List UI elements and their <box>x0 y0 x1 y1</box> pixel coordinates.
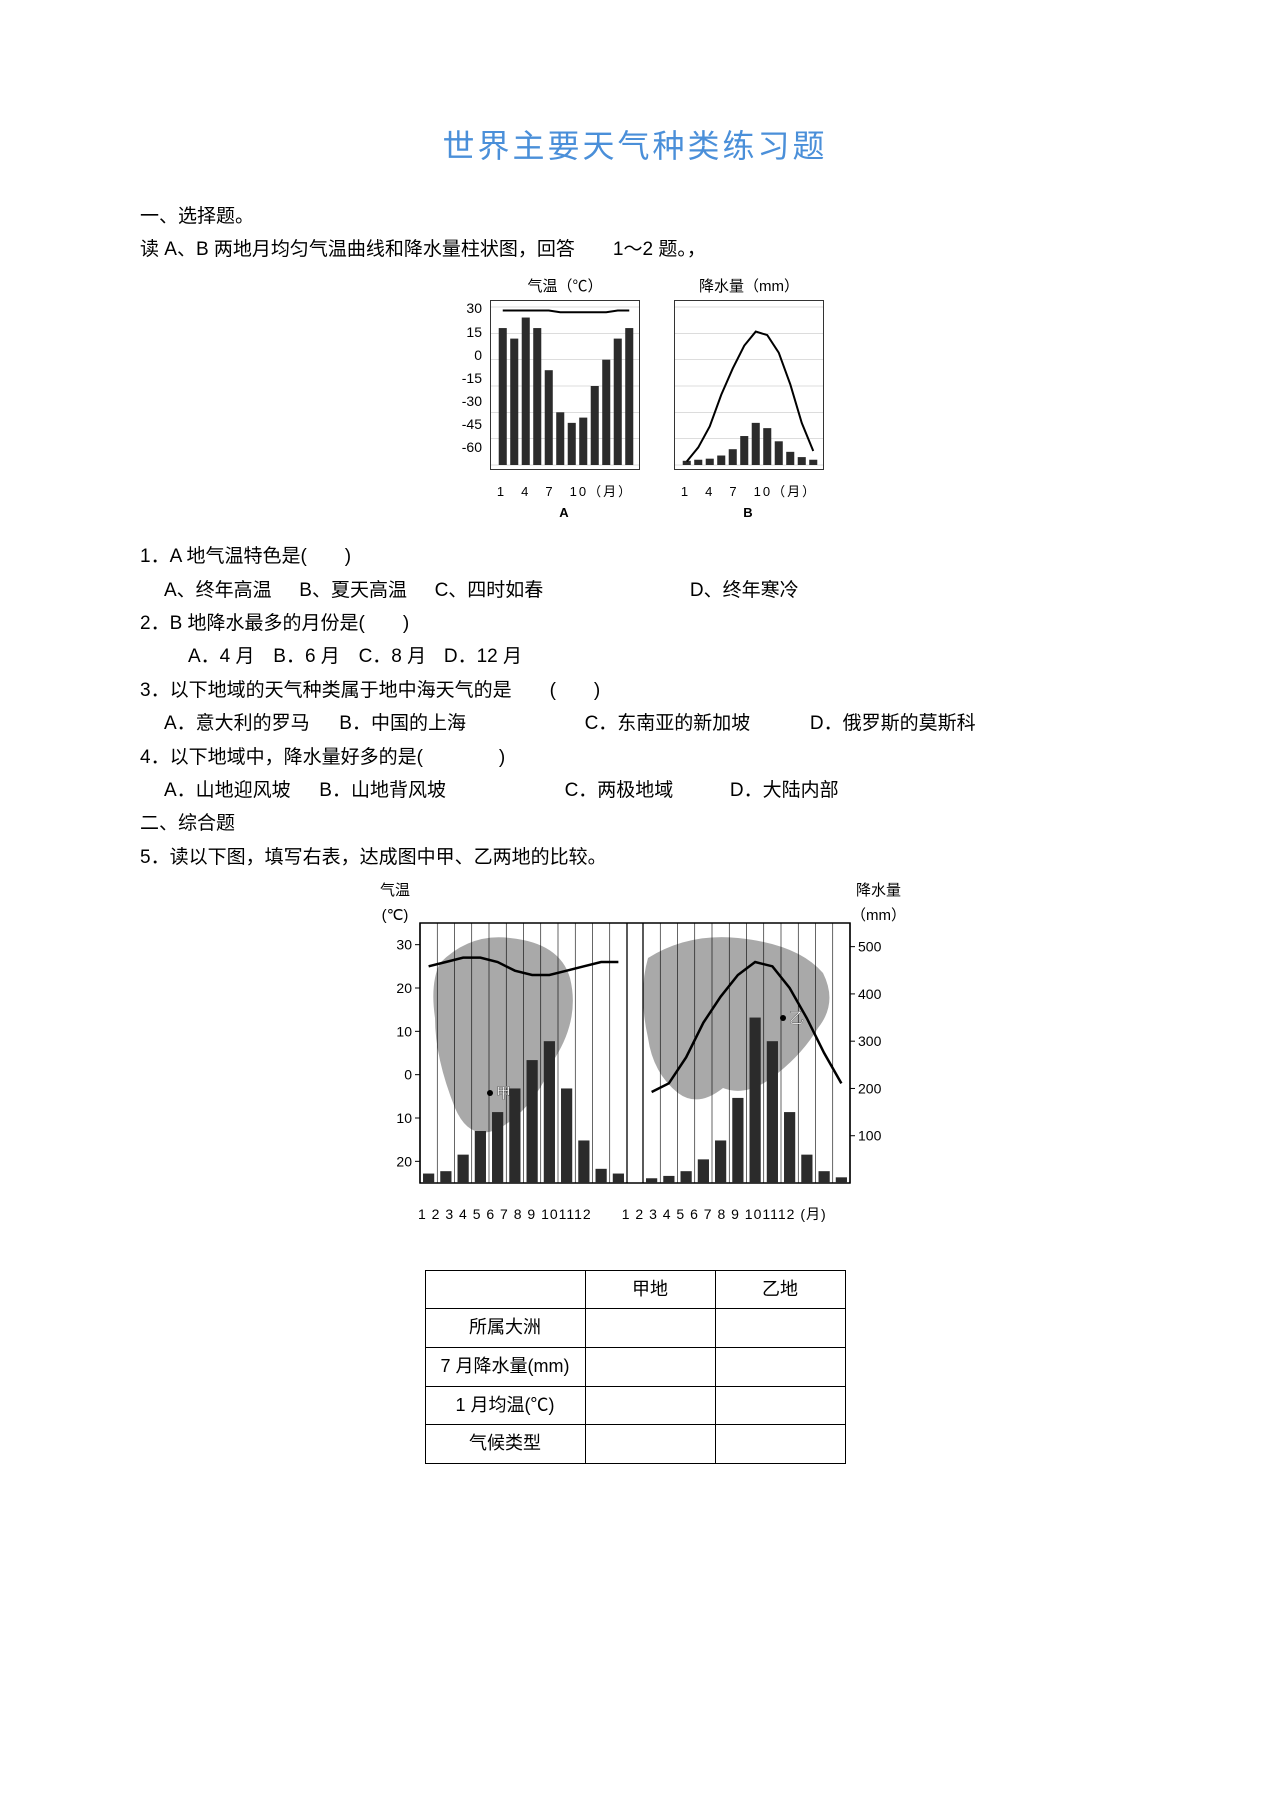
section-2-heading: 二、综合题 <box>140 808 1130 839</box>
q4-stem: 4．以下地域中，降水量好多的是( ) <box>140 742 1130 773</box>
intro-line: 读 A、B 两地月均匀气温曲线和降水量柱状图，回答 1～2 题。， <box>140 234 1130 265</box>
q1-opt-c: C、四时如春 <box>435 575 685 606</box>
chart-b-months: 1 4 7 10（月） <box>674 481 824 502</box>
cell <box>585 1386 715 1425</box>
worksheet-page: 世界主要天气种类练习题 一、选择题。 读 A、B 两地月均匀气温曲线和降水量柱状… <box>140 120 1130 1464</box>
svg-text:400: 400 <box>858 986 882 1002</box>
table-row: 7 月降水量(mm) <box>425 1347 845 1386</box>
ytick: 0 <box>474 344 482 367</box>
table-row: 气候类型 <box>425 1425 845 1464</box>
section-1-heading: 一、选择题。 <box>140 201 1130 232</box>
row-climate-type: 气候类型 <box>425 1425 585 1464</box>
svg-text:20: 20 <box>396 980 412 996</box>
chart2-temp-label: 气温 (℃) <box>380 879 410 929</box>
q4-opt-b: B．山地背风坡 <box>319 775 559 806</box>
svg-text:300: 300 <box>858 1033 882 1049</box>
ytick: -45 <box>462 413 482 436</box>
row-jan-temp: 1 月均温(℃) <box>425 1386 585 1425</box>
chart2-months: 1 2 3 4 5 6 7 8 9 101112 1 2 3 4 5 6 7 8… <box>370 1203 900 1226</box>
comparison-table-wrap: 甲地 乙地 所属大洲 7 月降水量(mm) 1 月均温(℃) 气候类型 <box>140 1270 1130 1464</box>
row-july-precip: 7 月降水量(mm) <box>425 1347 585 1386</box>
q3-opt-a: A．意大利的罗马 <box>164 708 334 739</box>
chart2-precip-label: 降水量 （mm） <box>851 879 906 929</box>
chart-b-block: 降水量（mm） 1 4 7 10（月） B <box>674 275 824 523</box>
table-row: 1 月均温(℃) <box>425 1386 845 1425</box>
cell <box>585 1309 715 1348</box>
q5-stem: 5．读以下图，填写右表，达成图中甲、乙两地的比较。 <box>140 842 1130 873</box>
table-row: 所属大洲 <box>425 1309 845 1348</box>
q2-opt-c: C．8 月 <box>359 641 439 672</box>
q4-opt-a: A．山地迎风坡 <box>164 775 314 806</box>
q1-options: A、终年高温 B、夏天高温 C、四时如春 D、终年寒冷 <box>140 575 1130 606</box>
chart1-left-title: 气温（℃） <box>490 275 640 300</box>
chart2-precip-unit: （mm） <box>851 907 906 924</box>
ytick: -15 <box>462 367 482 390</box>
chart-a-months: 1 4 7 10（月） <box>490 481 640 502</box>
q1-opt-b: B、夏天高温 <box>299 575 429 606</box>
q4-opt-d: D．大陆内部 <box>730 775 839 806</box>
col-yi: 乙地 <box>715 1270 845 1309</box>
q3-options: A．意大利的罗马 B．中国的上海 C．东南亚的新加坡 D．俄罗斯的莫斯科 <box>140 708 1130 739</box>
col-jia: 甲地 <box>585 1270 715 1309</box>
chart-2-container: 气温 (℃) 降水量 （mm） 302010010205004003002001… <box>140 883 1130 1230</box>
svg-text:500: 500 <box>858 939 882 955</box>
svg-text:100: 100 <box>858 1128 882 1144</box>
cell <box>585 1347 715 1386</box>
svg-text:10: 10 <box>396 1023 412 1039</box>
ytick: -60 <box>462 436 482 459</box>
chart-a-label: A <box>490 502 640 523</box>
q2-stem: 2．B 地降水最多的月份是( ) <box>140 608 1130 639</box>
q1-opt-a: A、终年高温 <box>164 575 294 606</box>
chart-a-block: 气温（℃） 1 4 7 10（月） A <box>490 275 640 523</box>
svg-text:0: 0 <box>404 1067 412 1083</box>
q3-opt-b: B．中国的上海 <box>339 708 579 739</box>
ytick: 15 <box>466 321 482 344</box>
q4-opt-c: C．两极地域 <box>565 775 725 806</box>
ytick: -30 <box>462 390 482 413</box>
q3-opt-d: D．俄罗斯的莫斯科 <box>810 708 976 739</box>
chart2-precip-text: 降水量 <box>856 882 901 899</box>
q2-options: A．4 月 B．6 月 C．8 月 D．12 月 <box>140 641 1130 672</box>
cell <box>715 1347 845 1386</box>
svg-text:甲: 甲 <box>496 1085 511 1102</box>
chart1-right-title: 降水量（mm） <box>674 275 824 300</box>
chart2-temp-unit: (℃) <box>382 907 409 924</box>
chart-b-label: B <box>674 502 824 523</box>
chart-2-svg: 30201001020500400300200100甲乙 <box>370 883 900 1193</box>
q1-stem: 1．A 地气温特色是( ) <box>140 541 1130 572</box>
svg-text:乙: 乙 <box>789 1010 804 1027</box>
row-continent: 所属大洲 <box>425 1309 585 1348</box>
q4-options: A．山地迎风坡 B．山地背风坡 C．两极地域 D．大陆内部 <box>140 775 1130 806</box>
cell <box>715 1386 845 1425</box>
table-corner <box>425 1270 585 1309</box>
q2-opt-d: D．12 月 <box>444 641 522 672</box>
q3-opt-c: C．东南亚的新加坡 <box>585 708 805 739</box>
chart-1-container: 30 15 0 -15 -30 -45 -60 气温（℃） 1 4 7 10（月… <box>140 275 1130 523</box>
chart-b-svg <box>674 300 824 470</box>
chart1-y-axis: 30 15 0 -15 -30 -45 -60 <box>446 275 482 465</box>
cell <box>585 1425 715 1464</box>
comparison-table: 甲地 乙地 所属大洲 7 月降水量(mm) 1 月均温(℃) 气候类型 <box>425 1270 846 1464</box>
svg-text:30: 30 <box>396 937 412 953</box>
ytick: 30 <box>466 297 482 320</box>
chart-a-svg <box>490 300 640 470</box>
page-title: 世界主要天气种类练习题 <box>140 120 1130 173</box>
svg-text:20: 20 <box>396 1153 412 1169</box>
chart2-temp-text: 气温 <box>380 882 410 899</box>
q2-opt-a: A．4 月 <box>188 641 268 672</box>
table-row: 甲地 乙地 <box>425 1270 845 1309</box>
svg-text:200: 200 <box>858 1080 882 1096</box>
svg-text:10: 10 <box>396 1110 412 1126</box>
q3-stem: 3．以下地域的天气种类属于地中海天气的是 ( ) <box>140 675 1130 706</box>
q1-opt-d: D、终年寒冷 <box>690 575 799 606</box>
cell <box>715 1425 845 1464</box>
cell <box>715 1309 845 1348</box>
q2-opt-b: B．6 月 <box>273 641 353 672</box>
